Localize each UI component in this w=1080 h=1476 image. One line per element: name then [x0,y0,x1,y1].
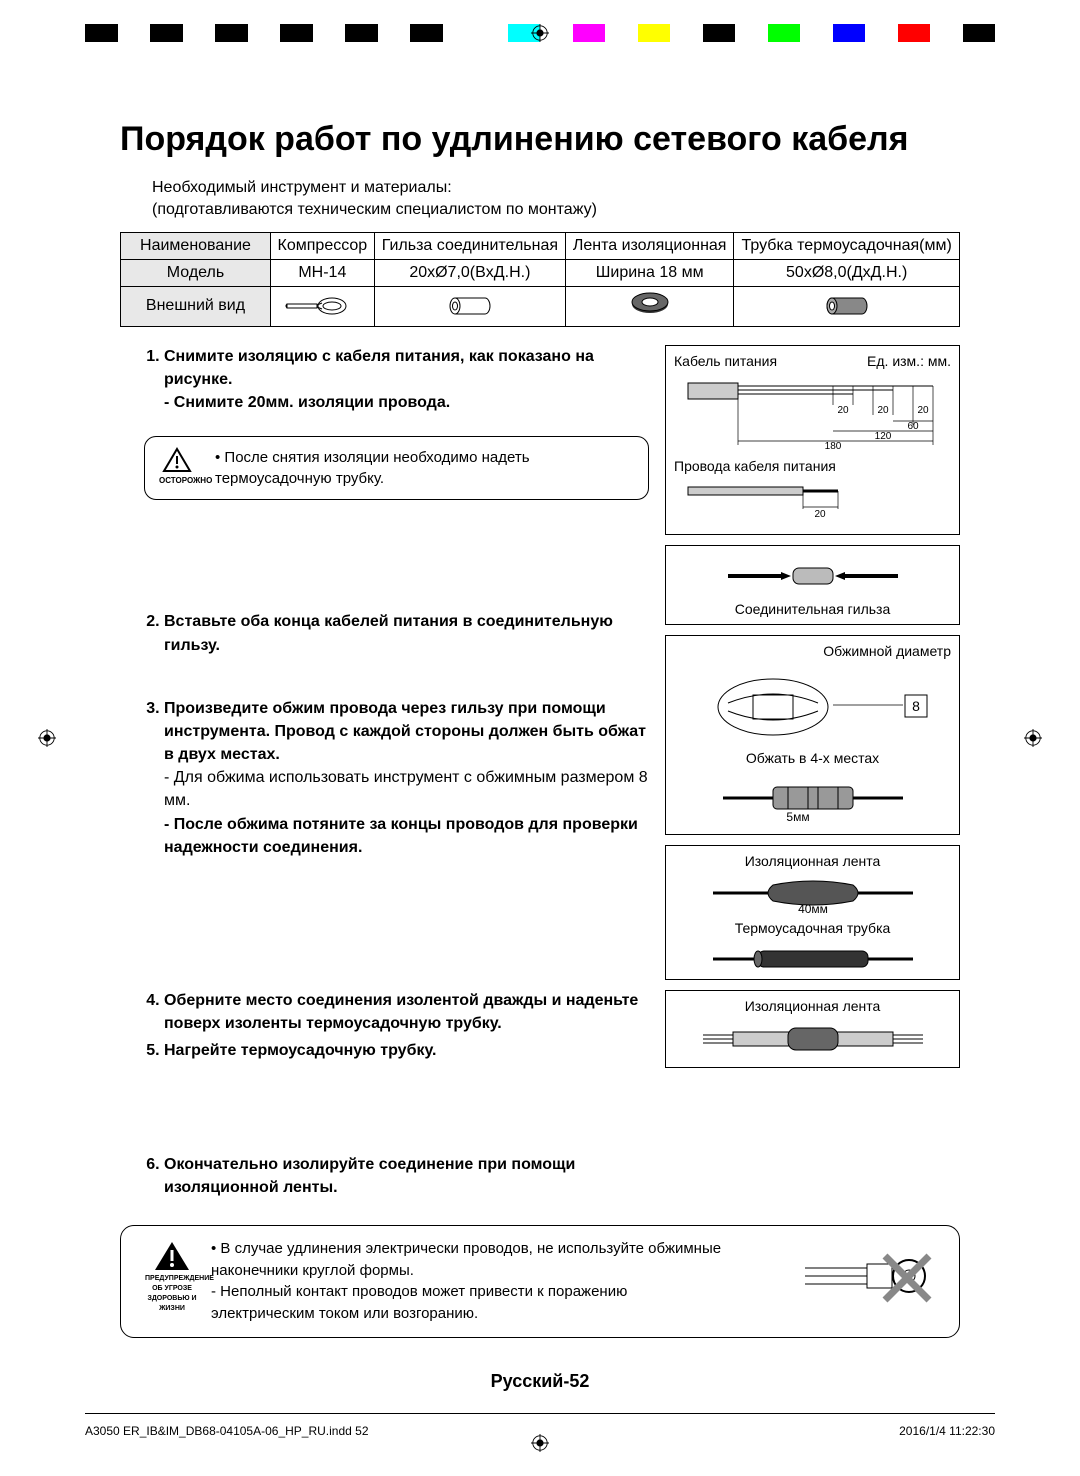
figure-3: Обжимной диаметр 8 Обжать в 4-х местах 5… [665,635,960,835]
steps-list: Снимите изоляцию с кабеля питания, как п… [120,345,649,1199]
svg-text:5мм: 5мм [786,810,809,823]
print-footer: A3050 ER_IB&IM_DB68-04105A-06_HP_RU.indd… [85,1413,995,1438]
caution-label: ОСТОРОЖНО [159,476,212,485]
pliers-icon [271,286,375,326]
fig4-label2: Термоусадочная трубка [735,920,891,936]
fig1-label2: Провода кабеля питания [674,458,836,474]
col-sleeve-name: Гильза соединительная [374,232,565,259]
svg-text:20: 20 [814,509,826,520]
fig5-final-diagram [693,1020,933,1060]
registration-mark-icon [531,24,549,42]
step-1-sub: Снимите 20мм. изоляции провода. [164,391,649,414]
footer-filename: A3050 ER_IB&IM_DB68-04105A-06_HP_RU.indd… [85,1424,369,1438]
step-6: Окончательно изолируйте соединение при п… [164,1153,649,1199]
page-title: Порядок работ по удлинению сетевого кабе… [120,120,960,159]
fig3-label1: Обжимной диаметр [823,643,951,659]
ring-terminal-cross-icon [797,1246,937,1316]
caution-icon: ОСТОРОЖНО [159,447,195,486]
svg-text:180: 180 [824,441,841,452]
caution-box: ОСТОРОЖНО После снятия изоляции необходи… [144,436,649,500]
figure-2: Соединительная гильза [665,545,960,625]
warning-icon: ПРЕДУПРЕЖДЕНИЕ ОБ УГРОЗЕ ЗДОРОВЬЮ И ЖИЗН… [145,1240,199,1315]
fig2-label: Соединительная гильза [735,601,891,617]
step-3: Произведите обжим провода через гильзу п… [164,697,649,859]
fig4-tape-diagram: 40мм [703,875,923,915]
row-header-name: Наименование [121,232,271,259]
registration-mark-icon [38,729,56,747]
col-tape-model: Ширина 18 мм [566,259,734,286]
tools-table: Наименование Компрессор Гильза соедините… [120,232,960,327]
step-3-sub2: После обжима потяните за концы проводов … [164,813,649,859]
warning-box: ПРЕДУПРЕЖДЕНИЕ ОБ УГРОЗЕ ЗДОРОВЬЮ И ЖИЗН… [120,1225,960,1338]
fig3-crimp-diagram: 8 [683,665,943,745]
svg-text:40мм: 40мм [798,902,828,915]
step-3-sub1: Для обжима использовать инструмент с обж… [164,766,649,812]
step-1-text: Снимите изоляцию с кабеля питания, как п… [164,348,594,388]
warning-label: ПРЕДУПРЕЖДЕНИЕ ОБ УГРОЗЕ ЗДОРОВЬЮ И ЖИЗН… [145,1275,214,1312]
fig4-label1: Изоляционная лента [745,853,881,869]
warning-bullet-1: В случае удлинения электрически проводов… [211,1240,721,1279]
intro-line-1: Необходимый инструмент и материалы: [152,177,960,199]
col-sleeve-model: 20xØ7,0(ВxД.Н.) [374,259,565,286]
figure-4: Изоляционная лента 40мм Термоусадочная т… [665,845,960,980]
fig2-sleeve-diagram [723,556,903,596]
svg-text:60: 60 [907,421,919,432]
intro-line-2: (подготавливаются техническим специалист… [152,199,960,221]
footer-timestamp: 2016/1/4 11:22:30 [899,1424,995,1438]
caution-text: После снятия изоляции необходимо надеть … [215,449,530,487]
col-compressor-model: MH-14 [271,259,375,286]
figure-1: Ед. изм.: мм. Кабель питания 20 20 20 60… [665,345,960,535]
step-1: Снимите изоляцию с кабеля питания, как п… [164,345,649,501]
fig5-label: Изоляционная лента [745,998,881,1014]
svg-text:20: 20 [837,405,849,416]
col-tube-model: 50xØ8,0(ДxД.Н.) [734,259,960,286]
page-number: Русский-52 [0,1371,1080,1392]
col-tape-name: Лента изоляционная [566,232,734,259]
svg-text:8: 8 [912,698,920,714]
step-5: Нагрейте термоусадочную трубку. [164,1039,649,1062]
fig4-shrink-diagram [703,943,923,975]
svg-text:20: 20 [877,405,889,416]
fig1-cable-diagram: 20 20 20 60 120 180 [683,375,943,453]
fig3-crimped-diagram: 5мм [713,773,913,823]
col-compressor-name: Компрессор [271,232,375,259]
figures-column: Ед. изм.: мм. Кабель питания 20 20 20 60… [665,345,960,1199]
fig3-label2: Обжать в 4-х местах [746,750,879,766]
step-2: Вставьте оба конца кабелей питания в сое… [164,610,649,656]
svg-text:120: 120 [874,431,891,442]
col-tube-name: Трубка термоусадочная(мм) [734,232,960,259]
step-4: Оберните место соединения изолентой дваж… [164,989,649,1035]
tape-roll-icon [566,286,734,326]
fig1-wire-diagram: 20 [683,481,943,521]
figure-5: Изоляционная лента [665,990,960,1068]
registration-mark-icon [1024,729,1042,747]
sleeve-icon [374,286,565,326]
fig1-label1: Кабель питания [674,353,777,369]
row-header-appearance: Внешний вид [121,286,271,326]
tube-icon [734,286,960,326]
row-header-model: Модель [121,259,271,286]
fig-unit-label: Ед. изм.: мм. [867,352,951,370]
warning-bullet-2: Неполный контакт проводов может привести… [211,1283,627,1322]
step-3-text: Произведите обжим провода через гильзу п… [164,700,646,763]
svg-text:20: 20 [917,405,929,416]
